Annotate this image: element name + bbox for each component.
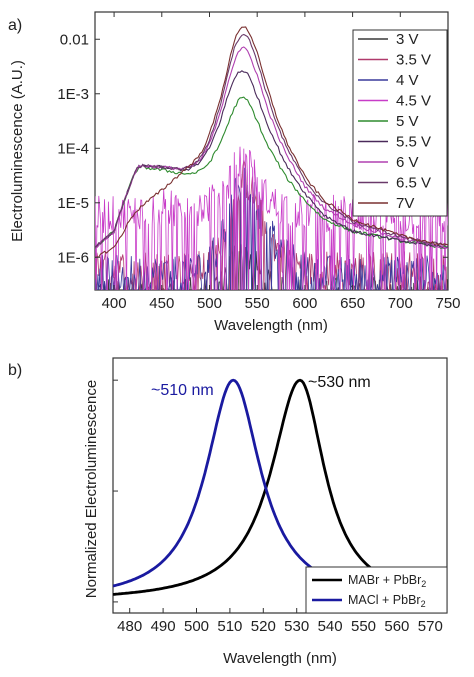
series-line-6-5-v bbox=[95, 33, 448, 249]
series-line-3-5-v bbox=[95, 160, 448, 290]
panel-b-series-lines bbox=[113, 378, 447, 598]
panel-b-y-axis-label: Normalized Electroluminescence bbox=[83, 380, 100, 598]
panel-b-plot-frame bbox=[112, 357, 448, 614]
x-tick-label: 530 bbox=[284, 618, 309, 635]
panel-a-y-ticks: 0.01 1E-3 1E-4 1E-5 1E-6 bbox=[57, 31, 448, 266]
legend-label-4-5-v: 4.5 V bbox=[396, 93, 431, 110]
x-tick-label: 450 bbox=[149, 295, 174, 312]
x-tick-label: 500 bbox=[197, 295, 222, 312]
panel-a-legend: 3 V 3.5 V 4 V 4.5 V 5 V 5.5 V 6 V 6.5 V 7V bbox=[352, 29, 448, 217]
series-line-4-v bbox=[95, 167, 448, 290]
panel-a-legend-box bbox=[352, 29, 448, 217]
x-tick-label: 510 bbox=[217, 618, 242, 635]
legend-label-7v: 7V bbox=[396, 195, 414, 212]
legend-label-mabr-pbbr2: MABr + PbBr2 bbox=[348, 573, 426, 589]
x-tick-label: 600 bbox=[292, 295, 317, 312]
legend-label-3-v: 3 V bbox=[396, 31, 419, 48]
x-tick-label: 480 bbox=[117, 618, 142, 635]
legend-label-macl-pbbr2: MACl + PbBr2 bbox=[348, 593, 426, 609]
legend-label-5-5-v: 5.5 V bbox=[396, 134, 431, 151]
panel-b-y-ticks bbox=[113, 379, 118, 603]
x-tick-label: 650 bbox=[340, 295, 365, 312]
panel-b-legend-box bbox=[305, 566, 448, 614]
x-tick-label: 750 bbox=[435, 295, 460, 312]
panel-b-x-axis-label: Wavelength (nm) bbox=[223, 650, 337, 667]
peak-annotation-510: ~510 nm bbox=[151, 382, 214, 399]
panel-a-x-ticks: 400 450 500 550 600 650 700 750 bbox=[102, 12, 461, 312]
panel-a-series-lines bbox=[95, 26, 448, 290]
y-tick-label: 1E-5 bbox=[57, 195, 89, 212]
panel-b-legend: MABr + PbBr2 MACl + PbBr2 bbox=[305, 566, 448, 614]
x-tick-label: 500 bbox=[184, 618, 209, 635]
panel-a-chart: a) 400 450 500 550 600 650 700 750 0.01 1E-3 1E-4… bbox=[8, 11, 461, 334]
x-tick-label: 540 bbox=[318, 618, 343, 635]
y-tick-label: 0.01 bbox=[60, 31, 89, 48]
y-tick-label: 1E-3 bbox=[57, 86, 89, 103]
series-line-6-v bbox=[95, 46, 448, 249]
legend-label-4-v: 4 V bbox=[396, 72, 419, 89]
y-tick-label: 1E-4 bbox=[57, 140, 89, 157]
x-tick-label: 570 bbox=[418, 618, 443, 635]
y-tick-label: 1E-6 bbox=[57, 249, 89, 266]
legend-label-3-5-v: 3.5 V bbox=[396, 52, 431, 69]
peak-annotation-530: ~530 nm bbox=[308, 374, 371, 391]
panel-b-label: b) bbox=[8, 362, 22, 379]
legend-label-6-v: 6 V bbox=[396, 154, 419, 171]
x-tick-label: 490 bbox=[151, 618, 176, 635]
x-tick-label: 520 bbox=[251, 618, 276, 635]
x-tick-label: 400 bbox=[102, 295, 127, 312]
series-line-macl-pbbr2 bbox=[113, 378, 447, 598]
x-tick-label: 550 bbox=[245, 295, 270, 312]
x-tick-label: 700 bbox=[388, 295, 413, 312]
panel-b-chart: b) 480 490 500 510 520 530 540 550 560 570 Wavele… bbox=[8, 357, 448, 667]
x-tick-label: 560 bbox=[384, 618, 409, 635]
panel-a-label: a) bbox=[8, 17, 22, 34]
panel-a-x-axis-label: Wavelength (nm) bbox=[214, 317, 328, 334]
panel-b-x-ticks: 480 490 500 510 520 530 540 550 560 570 bbox=[117, 608, 443, 635]
panel-a-y-axis-label: Electroluminescence (A.U.) bbox=[9, 60, 26, 242]
legend-label-5-v: 5 V bbox=[396, 113, 419, 130]
x-tick-label: 550 bbox=[351, 618, 376, 635]
legend-label-6-5-v: 6.5 V bbox=[396, 175, 431, 192]
series-line-7v bbox=[95, 26, 448, 258]
